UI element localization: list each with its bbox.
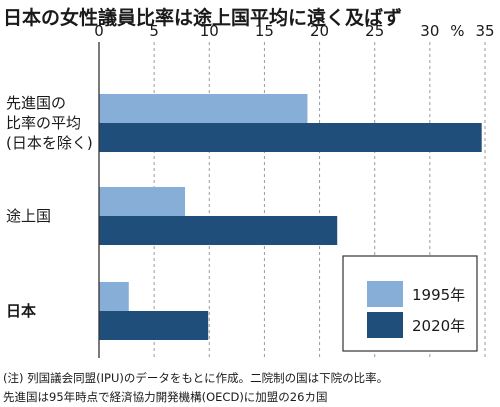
- legend-label-1995: 1995年: [412, 286, 465, 304]
- x-tick-label: 0: [94, 22, 104, 40]
- chart-title: 日本の女性議員比率は途上国平均に遠く及ばず: [3, 6, 402, 29]
- bar-1995年-2: [99, 282, 129, 311]
- footnote-line-2: 先進国は95年時点で経済協力開発機構(OECD)に加盟の26カ国: [3, 390, 327, 404]
- footnote-line-1: (注) 列国議会同盟(IPU)のデータをもとに作成。二院制の国は下院の比率。: [3, 371, 388, 385]
- legend: 1995年 2020年: [342, 255, 478, 352]
- legend-swatch-2020: [367, 312, 403, 338]
- x-tick-label: 15: [255, 22, 274, 40]
- category-label: 先進国の: [6, 94, 66, 112]
- x-tick-label: 10: [200, 22, 219, 40]
- category-label: 比率の平均: [6, 114, 81, 132]
- legend-swatch-1995: [367, 281, 403, 307]
- bar-1995年-0: [99, 94, 308, 123]
- bar-2020年-1: [99, 216, 338, 245]
- legend-box: [342, 255, 478, 352]
- bar-1995年-1: [99, 187, 186, 216]
- category-label: 日本: [6, 302, 36, 320]
- unit-label: %: [450, 22, 464, 40]
- x-tick-label: 30: [420, 22, 439, 40]
- bars: [99, 94, 482, 340]
- x-tick-label: 20: [310, 22, 329, 40]
- bar-2020年-0: [99, 123, 482, 152]
- legend-label-2020: 2020年: [412, 317, 465, 335]
- x-tick-labels: 0 5 10 15 20 25 30 35%: [94, 22, 494, 40]
- x-tick-label: 5: [149, 22, 159, 40]
- x-tick-label: 25: [365, 22, 384, 40]
- bar-2020年-2: [99, 311, 209, 340]
- category-label: 途上国: [6, 207, 51, 225]
- category-label: (日本を除く): [6, 134, 93, 152]
- x-tick-label: 35: [475, 22, 494, 40]
